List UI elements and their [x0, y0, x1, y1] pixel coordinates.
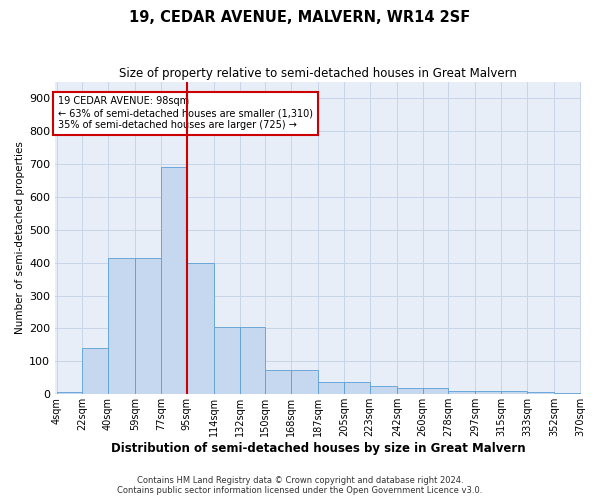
Bar	[501, 391, 527, 394]
Bar	[187, 262, 214, 394]
Bar	[448, 391, 475, 394]
Bar	[397, 388, 422, 394]
Bar	[370, 386, 397, 394]
Text: Contains HM Land Registry data © Crown copyright and database right 2024.
Contai: Contains HM Land Registry data © Crown c…	[118, 476, 482, 495]
Bar	[82, 348, 108, 395]
Bar	[265, 370, 291, 394]
Bar	[161, 167, 187, 394]
Bar	[214, 327, 239, 394]
Bar	[527, 392, 554, 394]
Bar	[239, 327, 265, 394]
Bar	[318, 382, 344, 394]
Title: Size of property relative to semi-detached houses in Great Malvern: Size of property relative to semi-detach…	[119, 68, 517, 80]
Bar	[291, 370, 318, 394]
X-axis label: Distribution of semi-detached houses by size in Great Malvern: Distribution of semi-detached houses by …	[111, 442, 526, 455]
Text: 19, CEDAR AVENUE, MALVERN, WR14 2SF: 19, CEDAR AVENUE, MALVERN, WR14 2SF	[130, 10, 470, 25]
Bar	[475, 391, 501, 394]
Bar	[56, 392, 82, 394]
Text: 19 CEDAR AVENUE: 98sqm
← 63% of semi-detached houses are smaller (1,310)
35% of : 19 CEDAR AVENUE: 98sqm ← 63% of semi-det…	[58, 96, 313, 130]
Bar	[108, 258, 135, 394]
Y-axis label: Number of semi-detached properties: Number of semi-detached properties	[15, 142, 25, 334]
Bar	[344, 382, 370, 394]
Bar	[422, 388, 448, 394]
Bar	[554, 392, 580, 394]
Bar	[135, 258, 161, 394]
